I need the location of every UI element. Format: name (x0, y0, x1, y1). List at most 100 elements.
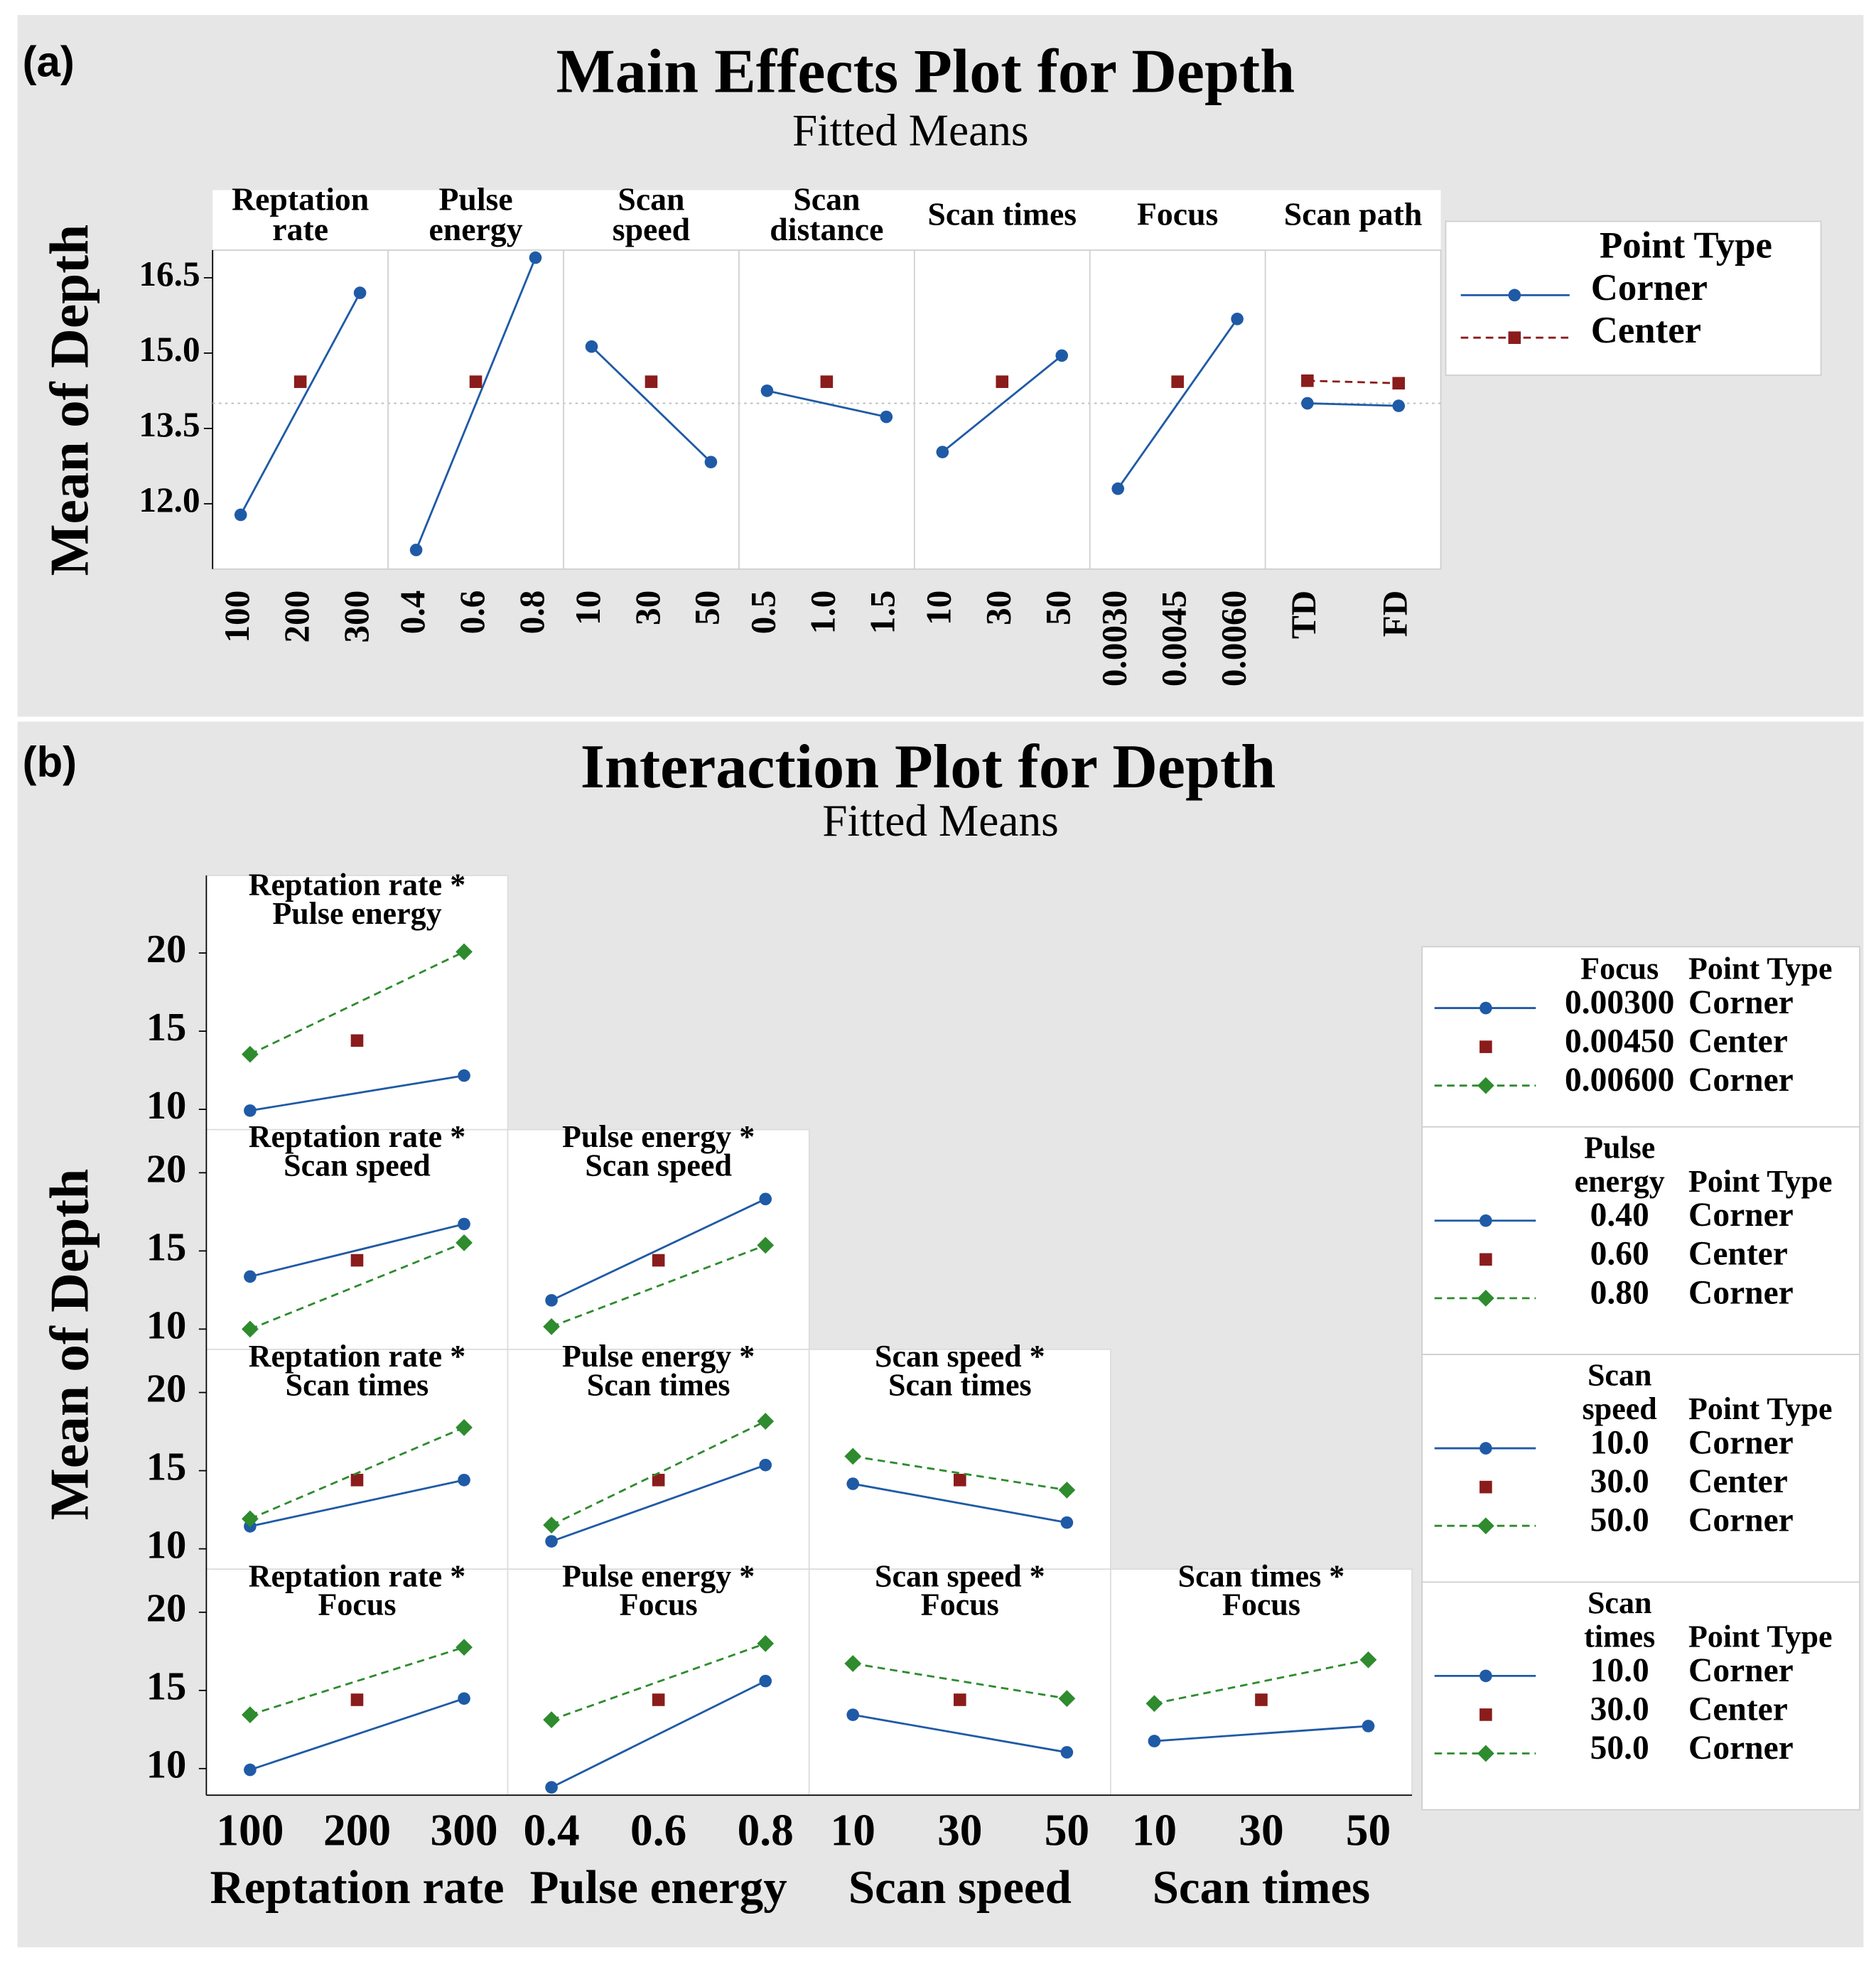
x-tick-label: 1.0 (804, 591, 843, 635)
series-line (852, 1662, 1067, 1700)
point-marker (1359, 1651, 1377, 1669)
point-marker (1479, 1040, 1492, 1053)
point-marker (545, 1294, 558, 1307)
panel-area (205, 1568, 509, 1796)
legend-label: 50.0 (1590, 1502, 1649, 1539)
chart-subtitle: Fitted Means (822, 796, 1059, 846)
panel-title: Scan speed (585, 1148, 732, 1182)
panel-title: speed (613, 211, 690, 247)
series-line (551, 1680, 766, 1789)
point-marker (1301, 397, 1314, 410)
x-tick-label: 0.0030 (1095, 591, 1134, 686)
panel-title: Scan (618, 181, 684, 217)
panel-title: Focus (921, 1588, 999, 1622)
point-marker (234, 508, 247, 522)
legend-label: 30.0 (1590, 1463, 1649, 1500)
y-tick-label: 10 (146, 1524, 186, 1568)
chart-title: Main Effects Plot for Depth (556, 37, 1295, 106)
y-tick-label: 15 (146, 1445, 186, 1489)
point-marker (244, 1763, 257, 1777)
y-tick-label: 20 (146, 1367, 186, 1411)
panel-area (808, 1568, 1111, 1796)
series-line (551, 1198, 766, 1302)
x-axis-label: Reptation rate (210, 1861, 504, 1914)
point-marker (455, 1418, 473, 1436)
x-tick-label: 0.6 (453, 591, 492, 635)
point-marker (880, 410, 893, 424)
point-marker (1231, 313, 1244, 325)
legend-label: Corner (1688, 1197, 1794, 1234)
series-line (415, 257, 537, 551)
panel-title: Reptation (232, 181, 369, 217)
point-marker (1362, 1720, 1375, 1732)
panel-title: Pulse energy * (562, 1339, 755, 1374)
point-marker (458, 1692, 470, 1705)
x-tick-label: 200 (323, 1805, 391, 1855)
panel-title: Scan times * (1178, 1558, 1345, 1593)
point-marker (242, 1320, 259, 1338)
point-marker (954, 1693, 966, 1706)
panel-title: Focus (318, 1588, 396, 1622)
point-marker (1255, 1693, 1268, 1706)
x-tick-label: 50 (1039, 591, 1078, 625)
panel-title: Pulse energy * (562, 1558, 755, 1593)
series-line (591, 345, 712, 463)
point-marker (1479, 1001, 1492, 1015)
point-marker (1479, 1669, 1492, 1683)
x-tick-label: 50 (1045, 1805, 1089, 1855)
point-marker (543, 1516, 560, 1534)
point-marker (1301, 374, 1314, 387)
point-marker (293, 375, 307, 388)
point-marker (645, 375, 658, 388)
series-line (249, 1426, 465, 1520)
x-tick-label: 0.6 (630, 1805, 686, 1855)
y-axis-label: Mean of Depth (38, 1169, 99, 1521)
legend-title: Point Type (1688, 1619, 1833, 1654)
y-tick-label: 15 (146, 1665, 186, 1709)
legend-label: Corner (1688, 1730, 1794, 1767)
point-marker (1477, 1290, 1494, 1307)
series-line (239, 292, 361, 516)
legend-box (1421, 946, 1860, 1128)
x-tick-label: 0.8 (738, 1805, 794, 1855)
series-line (942, 355, 1063, 453)
legend-label: 10.0 (1590, 1424, 1649, 1461)
legend-label: Center (1688, 1463, 1788, 1500)
legend-label: Corner (1591, 267, 1708, 308)
point-marker (244, 1270, 257, 1283)
series-line (249, 1479, 465, 1528)
point-marker (458, 1217, 470, 1231)
x-tick-label: 10 (831, 1805, 875, 1855)
panel-title: Pulse (438, 181, 512, 217)
series-line (1154, 1725, 1369, 1742)
point-marker (759, 1192, 772, 1206)
legend-title: speed (1583, 1391, 1657, 1426)
y-tick-label: 15 (146, 1006, 186, 1050)
legend-label: Center (1688, 1691, 1788, 1727)
chart-title: Interaction Plot for Depth (581, 733, 1276, 802)
series-line (249, 1223, 465, 1278)
x-axis-label: Pulse energy (530, 1861, 787, 1914)
point-marker (1479, 1442, 1492, 1455)
y-axis-label: Mean of Depth (38, 225, 99, 576)
panel-title: Pulse energy (272, 896, 441, 931)
panel-label: (b) (23, 738, 77, 786)
legend-title: Scan (1587, 1358, 1651, 1393)
legend-label: 0.80 (1590, 1274, 1649, 1311)
x-tick-label: 0.8 (512, 591, 551, 635)
panel-title: Scan path (1284, 196, 1423, 232)
panel-title: Scan speed * (875, 1339, 1045, 1374)
panel-title: Focus (1222, 1588, 1300, 1622)
legend-title: Point Type (1688, 952, 1833, 986)
panel-title: Scan times (927, 196, 1077, 232)
series-line (1154, 1659, 1369, 1705)
point-marker (996, 375, 1009, 388)
x-tick-label: 300 (431, 1805, 498, 1855)
legend-title: Point Type (1688, 1164, 1833, 1199)
point-marker (350, 1034, 364, 1047)
point-marker (458, 1473, 470, 1487)
point-marker (844, 1655, 862, 1672)
point-marker (1479, 1253, 1492, 1266)
series-line (1307, 402, 1399, 407)
x-tick-label: 0.0045 (1154, 591, 1193, 686)
